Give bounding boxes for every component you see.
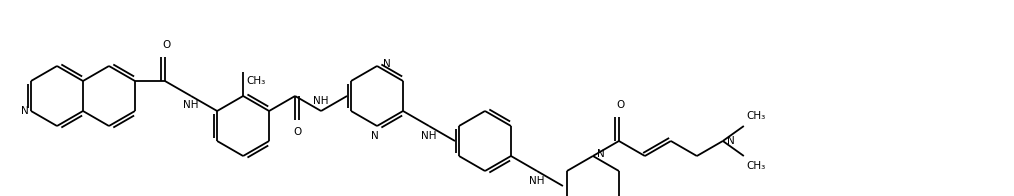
Text: CH₃: CH₃	[747, 161, 767, 171]
Text: NH: NH	[421, 131, 437, 141]
Text: NH: NH	[184, 100, 199, 110]
Text: N: N	[597, 149, 604, 159]
Text: CH₃: CH₃	[246, 76, 266, 86]
Text: N: N	[727, 136, 734, 146]
Text: O: O	[293, 127, 301, 137]
Text: NH: NH	[313, 96, 329, 106]
Text: N: N	[21, 106, 29, 116]
Text: CH₃: CH₃	[747, 111, 767, 121]
Text: O: O	[617, 100, 625, 110]
Text: N: N	[383, 59, 390, 69]
Text: O: O	[163, 40, 171, 50]
Text: NH: NH	[529, 176, 545, 186]
Text: N: N	[371, 131, 379, 141]
